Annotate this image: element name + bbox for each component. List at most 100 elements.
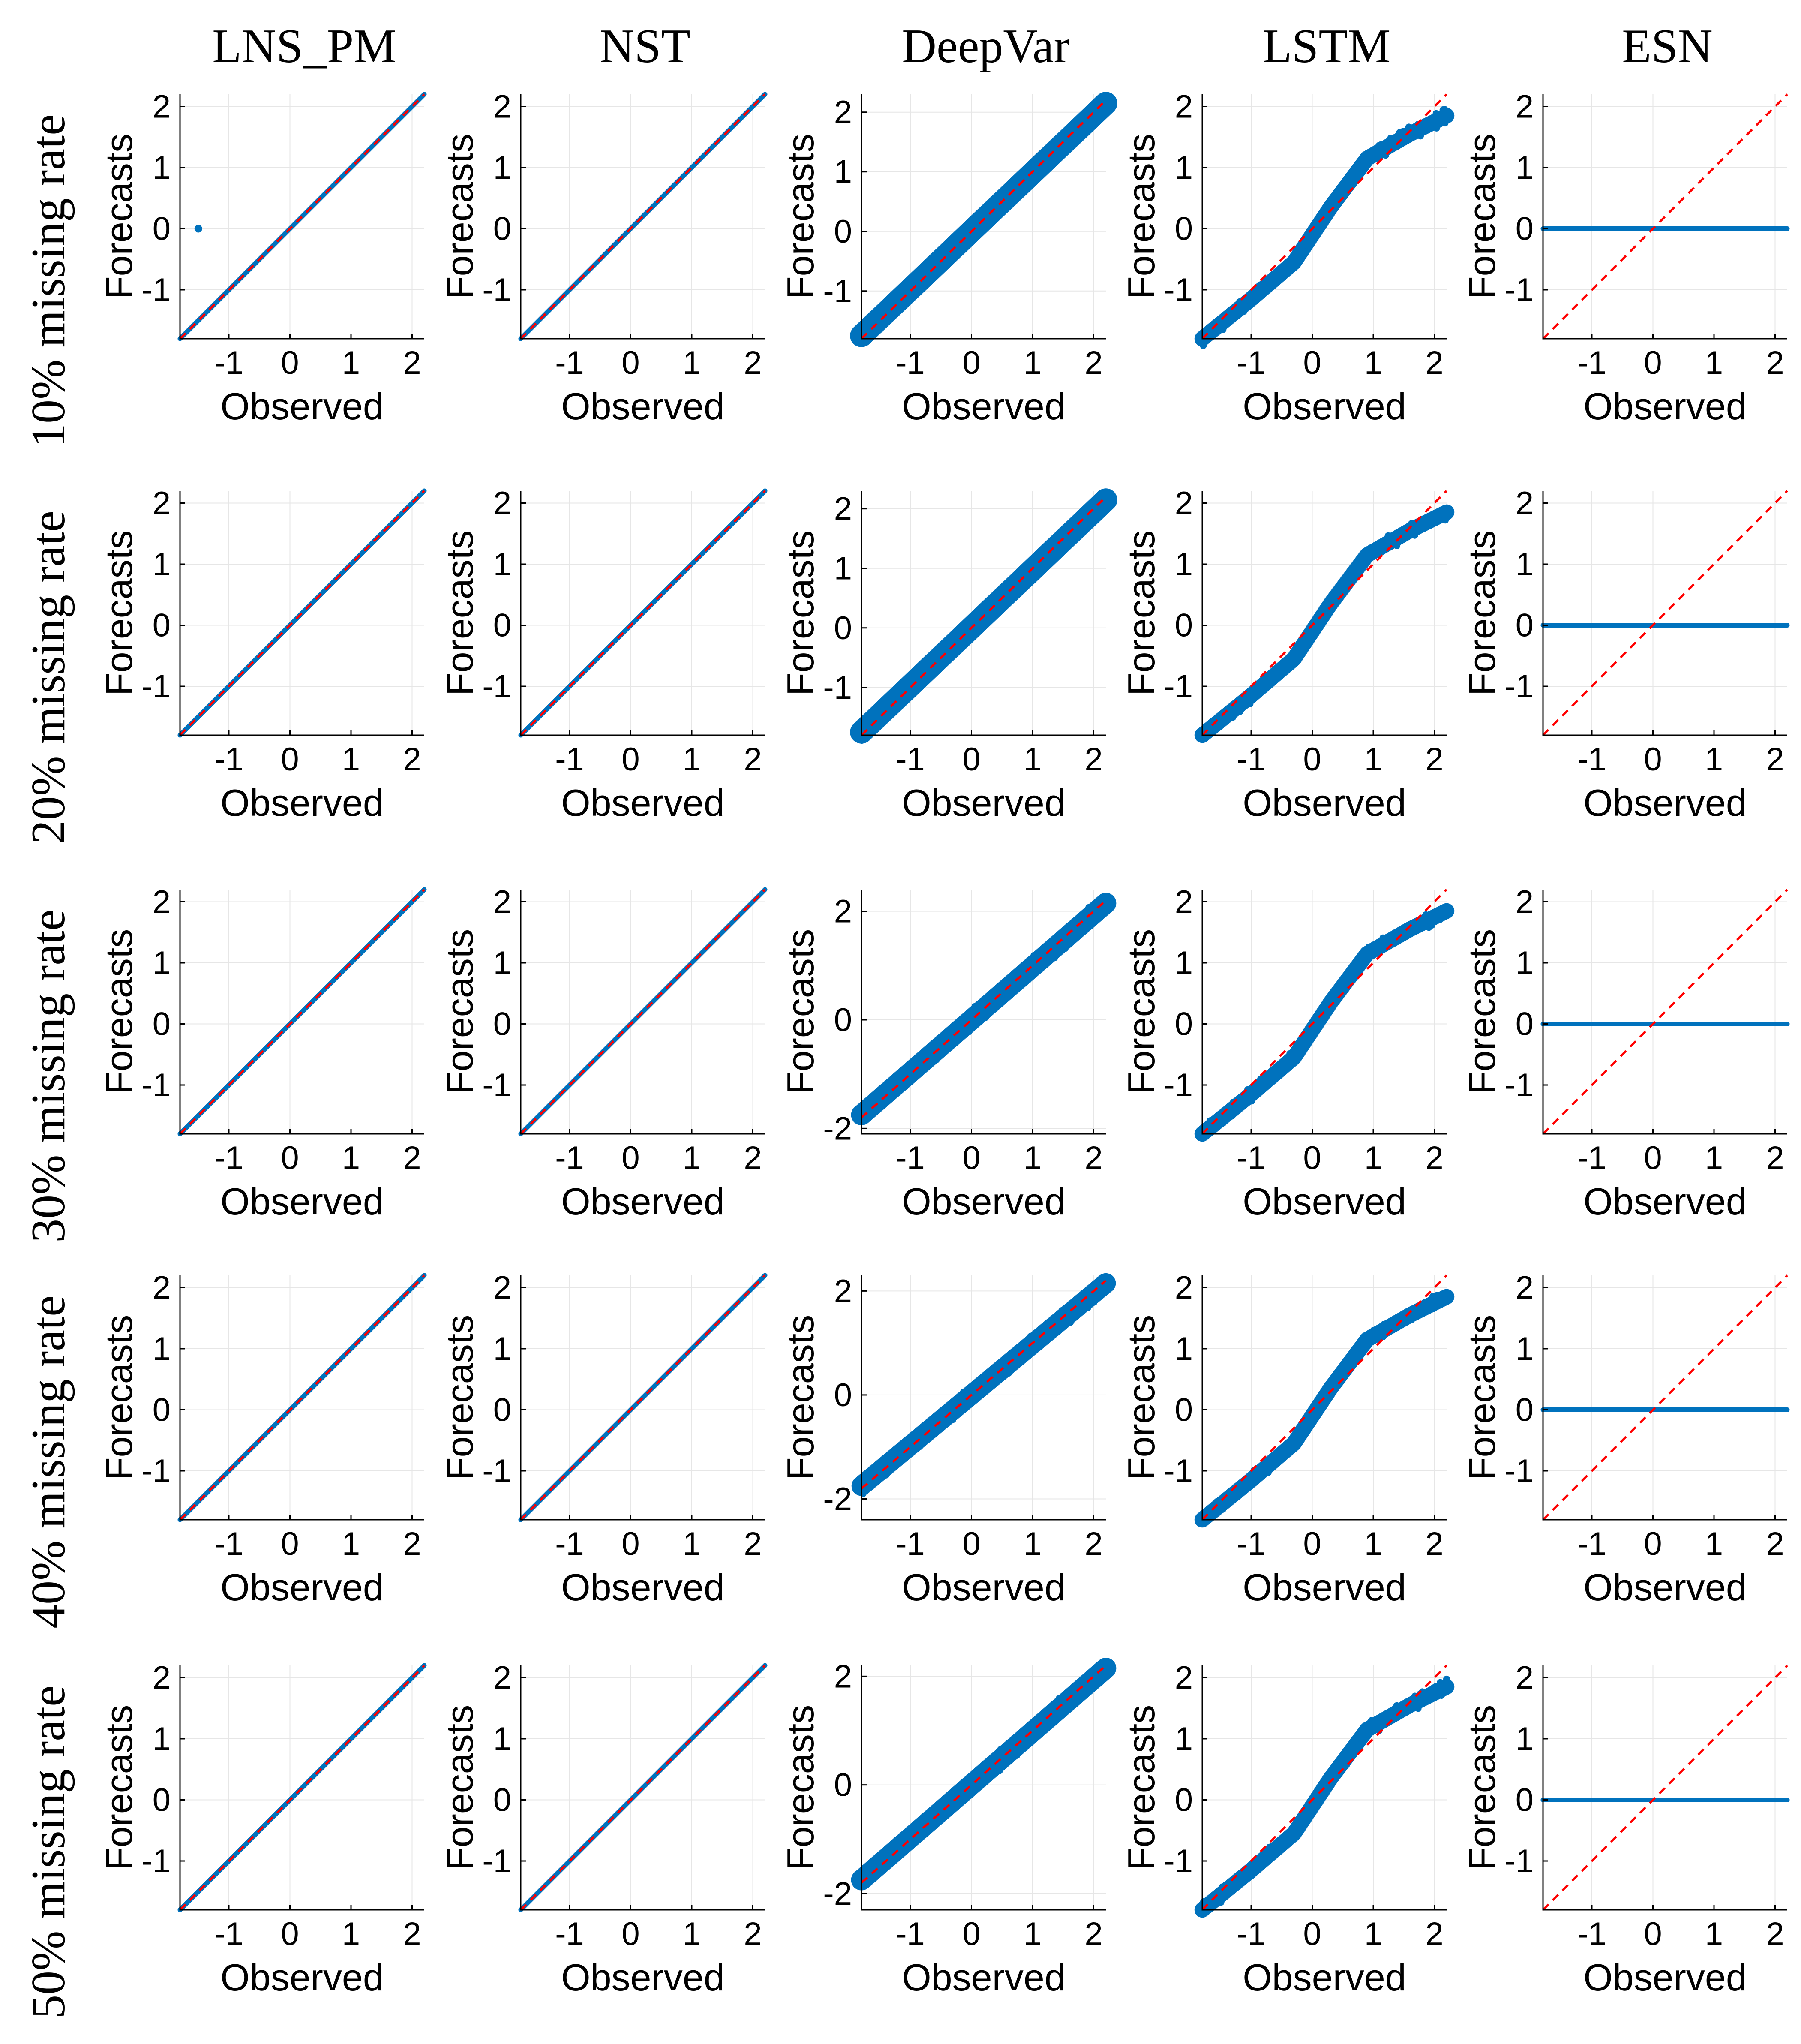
x-axis-label: Observed xyxy=(1243,1956,1406,1999)
forecast-point xyxy=(1351,965,1358,972)
forecast-point xyxy=(994,1763,1001,1770)
forecast-point xyxy=(916,1820,923,1828)
forecast-point xyxy=(1209,727,1216,735)
y-tick-label: 0 xyxy=(493,1392,511,1428)
x-tick-label: -1 xyxy=(896,1916,925,1952)
y-tick-label: 0 xyxy=(1516,1006,1534,1043)
forecast-point xyxy=(1101,107,1108,114)
x-tick-label: 0 xyxy=(621,741,639,778)
x-axis-label: Observed xyxy=(1243,385,1406,427)
y-tick-label: 2 xyxy=(1175,1270,1193,1306)
forecast-point xyxy=(1063,937,1070,944)
forecast-point xyxy=(1436,916,1443,923)
forecast-point xyxy=(1051,541,1059,548)
x-tick-label: -1 xyxy=(555,1140,584,1176)
reference-line xyxy=(1201,889,1447,1135)
column-title-lstm: LSTM xyxy=(1263,20,1391,73)
forecast-point xyxy=(1303,1414,1310,1422)
x-tick-label: 2 xyxy=(1425,1526,1443,1562)
x-tick-label: 2 xyxy=(1766,1526,1784,1562)
panel-nst-row-3: -1 0 1 2 -1 0 1 2 Observed Forecasts xyxy=(438,884,768,1223)
y-tick-label: 1 xyxy=(1516,150,1534,186)
column-title-lns-pm: LNS_PM xyxy=(212,20,396,73)
forecast-point xyxy=(1057,148,1065,155)
x-tick-label: 2 xyxy=(1084,1526,1102,1562)
forecast-point xyxy=(1224,714,1231,721)
forecast-point xyxy=(1011,594,1018,601)
forecast-point xyxy=(1437,1679,1444,1686)
x-tick-label: 0 xyxy=(1644,741,1662,778)
forecast-point xyxy=(997,988,1005,995)
forecast-point xyxy=(1415,920,1422,928)
forecast-point xyxy=(1020,1734,1027,1741)
forecast-point xyxy=(1425,1691,1432,1698)
forecast-point xyxy=(1320,1793,1327,1800)
x-tick-label: 2 xyxy=(1425,345,1443,381)
y-tick-label: 1 xyxy=(493,1721,511,1757)
reference-line xyxy=(1542,889,1788,1135)
forecast-point xyxy=(1290,1434,1297,1441)
forecast-point xyxy=(1252,1475,1259,1482)
forecast-point xyxy=(1315,620,1322,627)
forecast-point xyxy=(907,693,913,700)
forecast-point xyxy=(1353,163,1360,170)
reference-line xyxy=(1542,490,1788,736)
panel-lstm-row-3: -1 0 1 2 -1 0 1 2 Observed Forecasts xyxy=(1120,884,1455,1223)
x-tick-label: 0 xyxy=(1644,1916,1662,1952)
forecast-point xyxy=(957,1023,964,1030)
x-tick-label: -1 xyxy=(1237,1916,1266,1952)
forecast-point xyxy=(1064,1309,1071,1316)
forecast-point xyxy=(1068,536,1075,544)
forecast-point xyxy=(1020,168,1027,175)
forecast-point xyxy=(973,618,980,625)
y-tick-label: -2 xyxy=(823,1481,852,1517)
panel-esn-row-5: -1 0 1 2 -1 0 1 2 Observed Forecasts xyxy=(1461,1660,1790,1999)
panel-lstm-row-2: -1 0 1 2 -1 0 1 2 Observed Forecasts xyxy=(1120,485,1455,824)
forecast-point xyxy=(1375,940,1383,947)
y-tick-label: 1 xyxy=(1516,546,1534,583)
x-tick-label: -1 xyxy=(1237,741,1266,778)
x-tick-label: 0 xyxy=(962,1140,980,1176)
x-axis-label: Observed xyxy=(1583,1956,1747,1999)
forecast-point xyxy=(984,220,991,227)
y-axis-label: Forecasts xyxy=(1461,1705,1503,1870)
forecast-point xyxy=(941,1419,949,1426)
forecast-point xyxy=(1250,292,1257,299)
forecast-point xyxy=(1243,1098,1250,1105)
forecast-point xyxy=(1429,922,1435,929)
forecast-point xyxy=(1437,1298,1444,1305)
panel-deepvar-row-4: -1 0 1 2 -2 0 2 Observed Forecasts xyxy=(779,1273,1116,1608)
forecast-point xyxy=(1091,517,1099,524)
y-axis-label: Forecasts xyxy=(438,530,481,696)
x-tick-label: 2 xyxy=(403,1916,421,1952)
x-tick-label: -1 xyxy=(1237,345,1266,381)
forecast-point xyxy=(1428,912,1435,919)
forecast-point xyxy=(1405,123,1412,131)
x-tick-label: 1 xyxy=(342,1526,360,1562)
x-tick-label: -1 xyxy=(1577,345,1606,381)
forecast-point xyxy=(909,686,916,694)
forecast-point xyxy=(1090,1299,1098,1306)
x-tick-label: 1 xyxy=(683,1916,701,1952)
forecast-point xyxy=(1248,1872,1255,1879)
x-tick-label: 1 xyxy=(1705,1526,1723,1562)
axis-frame xyxy=(1542,94,1787,340)
forecast-point xyxy=(997,997,1004,1004)
x-axis-label: Observed xyxy=(902,1956,1066,1999)
forecast-point xyxy=(1081,111,1088,118)
y-tick-label: 2 xyxy=(493,884,511,920)
forecast-point xyxy=(1019,980,1027,987)
x-tick-label: 0 xyxy=(281,1526,299,1562)
forecast-point xyxy=(1272,274,1279,281)
forecast-point xyxy=(876,716,884,723)
forecast-point xyxy=(1227,1885,1234,1892)
forecast-point xyxy=(1043,1710,1050,1717)
x-tick-label: 1 xyxy=(342,741,360,778)
x-tick-label: -1 xyxy=(214,345,243,381)
forecast-point xyxy=(1083,515,1090,522)
y-tick-label: 2 xyxy=(834,893,852,930)
reference-line xyxy=(520,1665,766,1911)
y-axis-label: Forecasts xyxy=(779,134,822,299)
x-axis-label: Observed xyxy=(902,1566,1066,1608)
forecast-point xyxy=(1354,1738,1361,1745)
